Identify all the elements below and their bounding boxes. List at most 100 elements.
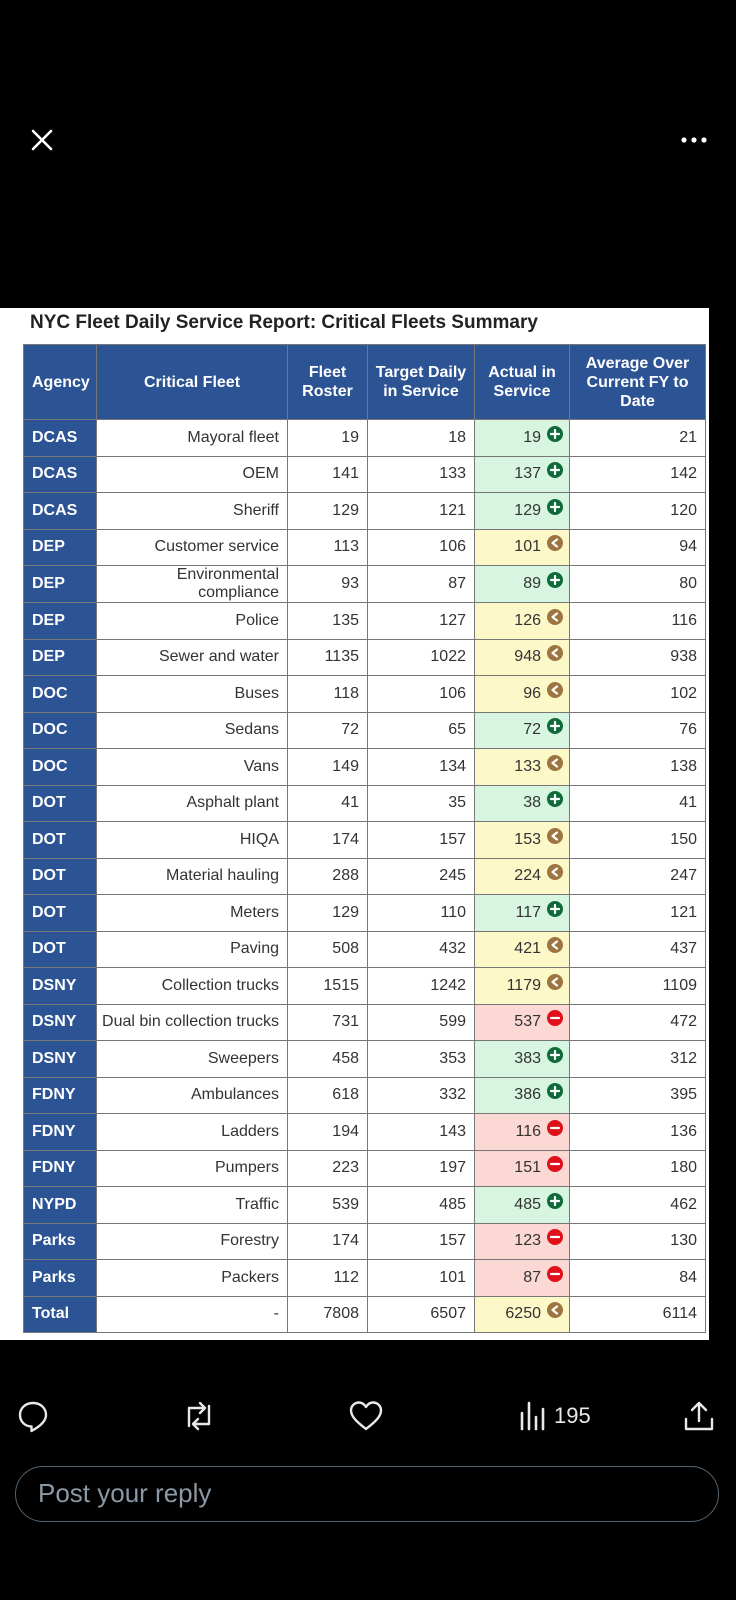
actual-value: 38 xyxy=(523,794,541,812)
actual-value: 948 xyxy=(514,648,541,666)
views-button[interactable]: 195 xyxy=(518,1398,591,1434)
fleet-cell: Asphalt plant xyxy=(96,784,288,822)
roster-cell: 118 xyxy=(287,675,368,713)
agency-cell: NYPD xyxy=(23,1186,97,1224)
above-target-icon xyxy=(547,1083,563,1100)
actual-value: 421 xyxy=(514,940,541,958)
fleet-table: Agency Critical Fleet Fleet Roster Targe… xyxy=(23,344,706,1333)
fleet-cell: Sweepers xyxy=(96,1040,288,1078)
actual-value: 116 xyxy=(515,1122,541,1140)
actual-cell: 117 xyxy=(474,894,570,932)
fleet-cell: Paving xyxy=(96,930,288,968)
like-button[interactable] xyxy=(348,1398,384,1434)
roster-cell: 508 xyxy=(287,930,368,968)
actual-cell: 126 xyxy=(474,602,570,640)
fleet-cell: HIQA xyxy=(96,821,288,859)
near-target-icon xyxy=(547,645,563,662)
agency-cell: DEP xyxy=(23,602,97,640)
fleet-cell: Buses xyxy=(96,675,288,713)
actual-cell: 38 xyxy=(474,784,570,822)
agency-cell: DSNY xyxy=(23,1040,97,1078)
above-target-icon xyxy=(547,462,563,479)
reply-button[interactable] xyxy=(16,1398,50,1434)
reply-input[interactable] xyxy=(36,1477,680,1510)
actual-value: 6250 xyxy=(505,1305,541,1323)
average-cell: 462 xyxy=(569,1186,706,1224)
target-cell: 143 xyxy=(367,1113,475,1151)
repost-icon xyxy=(187,1401,211,1431)
average-cell: 116 xyxy=(569,602,706,640)
header-fleet-roster: Fleet Roster xyxy=(287,344,368,420)
views-count: 195 xyxy=(554,1403,591,1428)
actual-value: 386 xyxy=(514,1086,541,1104)
agency-cell: DOC xyxy=(23,675,97,713)
target-cell: 157 xyxy=(367,1222,475,1260)
target-cell: 1022 xyxy=(367,638,475,676)
agency-cell: DSNY xyxy=(23,967,97,1005)
more-options-button[interactable] xyxy=(676,126,712,154)
fleet-cell: Sewer and water xyxy=(96,638,288,676)
actual-cell: 101 xyxy=(474,528,570,566)
agency-cell: DOC xyxy=(23,748,97,786)
above-target-icon xyxy=(547,571,563,588)
table-row: DOC Buses 118 106 96 102 xyxy=(23,675,706,713)
fleet-cell: Meters xyxy=(96,894,288,932)
average-cell: 84 xyxy=(569,1259,706,1297)
roster-cell: 19 xyxy=(287,419,368,457)
close-button[interactable] xyxy=(26,124,58,156)
fleet-cell: Collection trucks xyxy=(96,967,288,1005)
average-cell: 180 xyxy=(569,1149,706,1187)
actual-value: 485 xyxy=(514,1195,541,1213)
repost-button[interactable] xyxy=(180,1398,218,1434)
share-button[interactable] xyxy=(682,1398,716,1434)
actual-cell: 133 xyxy=(474,748,570,786)
above-target-icon xyxy=(547,900,563,917)
table-row: DCAS Sheriff 129 121 129 120 xyxy=(23,492,706,530)
table-row: DOT Meters 129 110 117 121 xyxy=(23,894,706,932)
actual-value: 151 xyxy=(514,1159,541,1177)
target-cell: 121 xyxy=(367,492,475,530)
target-cell: 127 xyxy=(367,602,475,640)
fleet-cell: Mayoral fleet xyxy=(96,419,288,457)
fleet-cell: Dual bin collection trucks xyxy=(96,1003,288,1041)
table-row: DCAS Mayoral fleet 19 18 19 21 xyxy=(23,419,706,457)
target-cell: 6507 xyxy=(367,1295,475,1333)
table-row: DOT Paving 508 432 421 437 xyxy=(23,930,706,968)
agency-cell: DSNY xyxy=(23,1003,97,1041)
roster-cell: 174 xyxy=(287,821,368,859)
average-cell: 102 xyxy=(569,675,706,713)
average-cell: 312 xyxy=(569,1040,706,1078)
actual-cell: 6250 xyxy=(474,1295,570,1333)
fleet-cell: Vans xyxy=(96,748,288,786)
reply-box[interactable] xyxy=(15,1466,719,1522)
agency-cell: DOT xyxy=(23,857,97,895)
agency-cell: DEP xyxy=(23,528,97,566)
near-target-icon xyxy=(547,937,563,954)
roster-cell: 223 xyxy=(287,1149,368,1187)
roster-cell: 1515 xyxy=(287,967,368,1005)
actual-cell: 72 xyxy=(474,711,570,749)
table-row: Parks Forestry 174 157 123 130 xyxy=(23,1222,706,1260)
actual-value: 19 xyxy=(523,428,541,446)
target-cell: 87 xyxy=(367,565,475,603)
below-target-icon xyxy=(547,1156,563,1173)
fleet-cell: Ambulances xyxy=(96,1076,288,1114)
above-target-icon xyxy=(547,718,563,735)
reply-icon xyxy=(18,1401,48,1433)
agency-cell: DOC xyxy=(23,711,97,749)
actual-value: 383 xyxy=(514,1049,541,1067)
actual-value: 1179 xyxy=(506,976,541,994)
total-row: Total -7808 6507 6250 6114 xyxy=(23,1295,706,1333)
views-icon xyxy=(520,1401,545,1431)
fleet-cell: Sedans xyxy=(96,711,288,749)
heart-icon xyxy=(349,1401,383,1431)
average-cell: 21 xyxy=(569,419,706,457)
actual-cell: 386 xyxy=(474,1076,570,1114)
near-target-icon xyxy=(547,535,563,552)
near-target-icon xyxy=(547,608,563,625)
actual-cell: 129 xyxy=(474,492,570,530)
target-cell: 106 xyxy=(367,528,475,566)
average-cell: 94 xyxy=(569,528,706,566)
roster-cell: 41 xyxy=(287,784,368,822)
report-title: NYC Fleet Daily Service Report: Critical… xyxy=(30,312,538,333)
